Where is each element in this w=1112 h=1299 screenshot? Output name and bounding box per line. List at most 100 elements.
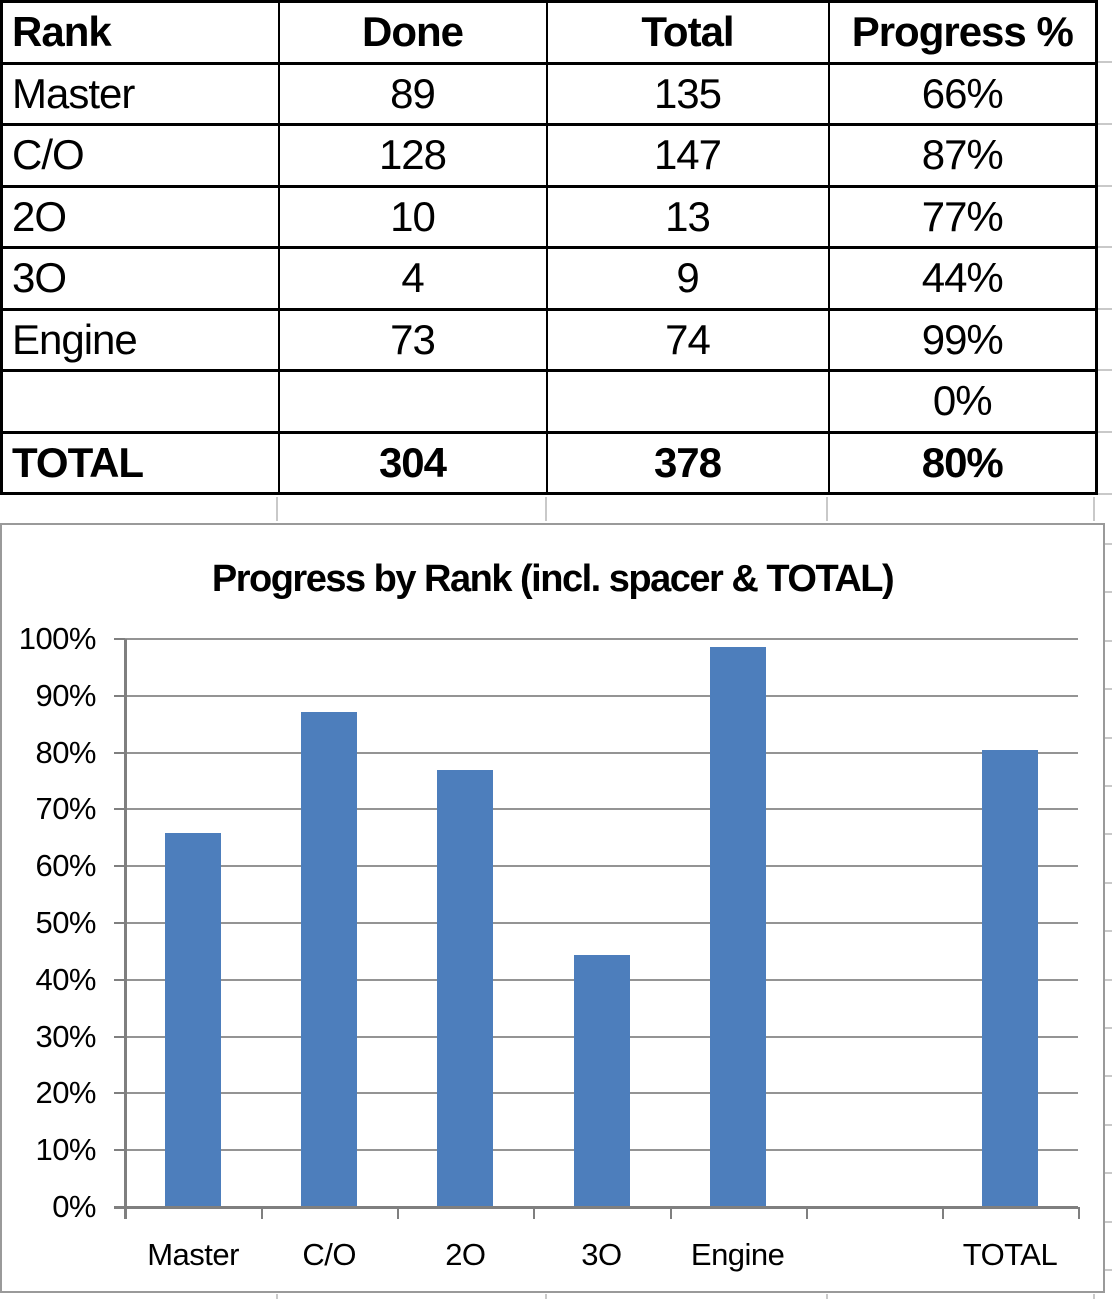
sheet-gridline: [826, 1294, 828, 1299]
header-cell-rank[interactable]: Rank: [0, 0, 280, 65]
y-axis-tick: [114, 978, 125, 981]
y-axis-tick: [114, 865, 125, 868]
y-gridline: [125, 751, 1078, 754]
y-tick-label: 20%: [35, 1075, 96, 1111]
table-cell[interactable]: [0, 369, 280, 434]
x-tick-label: 2O: [445, 1237, 486, 1272]
header-cell-progress-[interactable]: Progress %: [827, 0, 1098, 65]
sheet-gridline: [1098, 369, 1112, 371]
table-row: Rank Done Total Progress %: [0, 0, 1098, 65]
header-cell-done[interactable]: Done: [277, 0, 548, 65]
sheet-gridline: [1105, 882, 1112, 884]
table-cell[interactable]: 66%: [827, 61, 1098, 126]
y-axis-tick: [114, 922, 125, 924]
table-row: 0%: [0, 369, 1098, 434]
progress-table: Rank Done Total Progress % Master 89 135 66% C/…: [0, 0, 1098, 495]
table-cell[interactable]: [545, 369, 830, 434]
sheet-gridline: [1105, 1172, 1112, 1174]
y-gridline: [125, 922, 1078, 924]
table-cell[interactable]: 89: [277, 61, 548, 126]
table-row: Master 89 135 66%: [0, 61, 1098, 126]
sheet-gridline: [1105, 930, 1112, 932]
table-cell[interactable]: 128: [277, 123, 548, 188]
sheet-gridline: [1105, 979, 1112, 981]
sheet-gridline: [1105, 1075, 1112, 1077]
x-axis-tick: [805, 1207, 808, 1219]
y-tick-label: 30%: [35, 1018, 96, 1054]
table-cell[interactable]: 13: [545, 184, 830, 249]
table-cell[interactable]: TOTAL: [0, 430, 280, 495]
table-cell[interactable]: 147: [545, 123, 830, 188]
table-cell[interactable]: 87%: [827, 123, 1098, 188]
table-cell[interactable]: 0%: [827, 369, 1098, 434]
sheet-gridline: [276, 1294, 278, 1299]
bar[interactable]: [709, 647, 766, 1207]
x-tick-label: C/O: [302, 1237, 356, 1272]
table-cell[interactable]: Master: [0, 61, 280, 126]
y-gridline: [125, 808, 1078, 811]
sheet-gridline: [545, 1294, 547, 1299]
table-cell[interactable]: 378: [545, 430, 830, 495]
y-axis-tick: [114, 638, 125, 640]
x-axis-tick: [669, 1207, 672, 1219]
table-cell[interactable]: 99%: [827, 307, 1098, 372]
table-cell[interactable]: 74: [545, 307, 830, 372]
table-header-row: Rank Done Total Progress %: [0, 0, 1098, 65]
table-cell[interactable]: [277, 369, 548, 434]
sheet-gridline: [1098, 61, 1112, 63]
table-cell[interactable]: 9: [545, 246, 830, 311]
table-cell[interactable]: 304: [277, 430, 548, 495]
table-cell[interactable]: 3O: [0, 246, 280, 311]
y-axis-tick: [114, 1092, 125, 1095]
chart-title: Progress by Rank (incl. spacer & TOTAL): [211, 558, 895, 600]
table-cell[interactable]: 73: [277, 307, 548, 372]
sheet-gridline: [1098, 431, 1112, 433]
table-cell[interactable]: 80%: [827, 430, 1098, 495]
sheet-gridline: [1105, 688, 1112, 690]
x-tick-label: Master: [147, 1237, 239, 1272]
header-cell-total[interactable]: Total: [545, 0, 830, 65]
sheet-gridline: [1105, 737, 1112, 739]
y-axis-tick: [114, 751, 125, 754]
y-tick-label: 0%: [52, 1189, 96, 1224]
table-cell[interactable]: 4: [277, 246, 548, 311]
x-axis-tick: [1078, 1207, 1080, 1219]
x-axis-tick: [261, 1207, 264, 1219]
table-row: TOTAL 304 378 80%: [0, 430, 1098, 495]
bar[interactable]: [981, 750, 1038, 1207]
x-axis-tick: [397, 1207, 400, 1219]
bar[interactable]: [437, 770, 494, 1207]
table-cell[interactable]: 44%: [827, 246, 1098, 311]
sheet-gridline: [1105, 640, 1112, 642]
y-axis-tick: [114, 694, 125, 697]
table-row: 2O 10 13 77%: [0, 184, 1098, 249]
y-gridline: [125, 865, 1078, 868]
sheet-gridline: [545, 497, 547, 521]
sheet-gridline: [1098, 185, 1112, 187]
table-body: Master 89 135 66% C/O 128 147 87% 2O 10 13 77% 3O 4 9 4…: [0, 61, 1098, 495]
y-tick-label: 50%: [35, 905, 96, 940]
progress-chart[interactable]: Progress by Rank (incl. spacer & TOTAL) …: [0, 523, 1105, 1293]
sheet-gridline: [1098, 123, 1112, 125]
sheet-gridline: [1105, 785, 1112, 787]
y-tick-label: 80%: [35, 734, 96, 770]
table-cell[interactable]: Engine: [0, 307, 280, 372]
y-axis-tick: [114, 808, 125, 811]
x-axis-tick: [533, 1207, 536, 1219]
y-tick-label: 60%: [35, 848, 96, 884]
y-gridline: [125, 638, 1078, 640]
table-cell[interactable]: 135: [545, 61, 830, 126]
sheet-gridline: [1105, 1027, 1112, 1029]
x-tick-label: 3O: [581, 1237, 622, 1272]
x-axis-line: [114, 1206, 1078, 1209]
sheet-gridline: [1105, 833, 1112, 835]
table-cell[interactable]: 10: [277, 184, 548, 249]
table-cell[interactable]: C/O: [0, 123, 280, 188]
bar[interactable]: [301, 712, 358, 1207]
bar[interactable]: [573, 954, 630, 1207]
table-cell[interactable]: 77%: [827, 184, 1098, 249]
table-row: 3O 4 9 44%: [0, 246, 1098, 311]
table-cell[interactable]: 2O: [0, 184, 280, 249]
bar[interactable]: [165, 832, 222, 1207]
